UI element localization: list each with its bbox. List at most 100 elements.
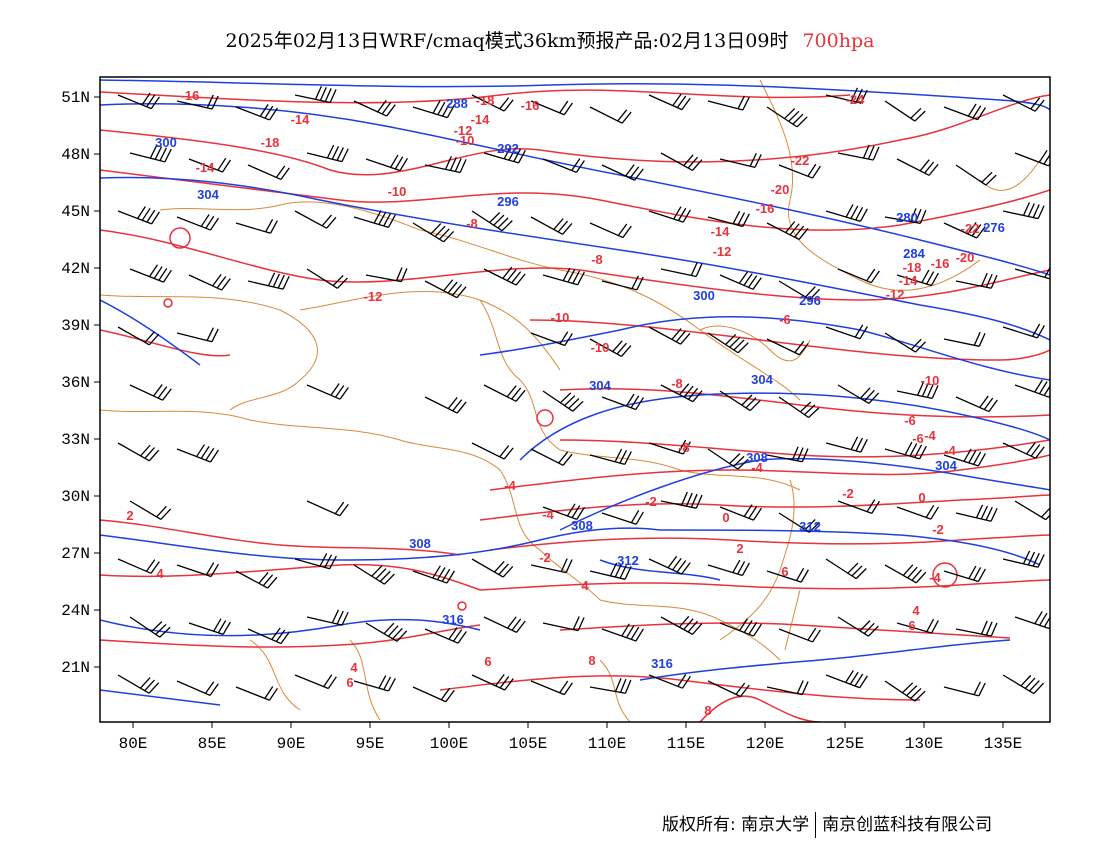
wind-barb bbox=[235, 218, 278, 234]
height-contour bbox=[100, 176, 1050, 341]
temperature-label: -4 bbox=[924, 428, 936, 443]
y-tick-label: 27N bbox=[61, 545, 90, 563]
height-contour bbox=[100, 527, 661, 561]
temperature-label: -12 bbox=[454, 123, 473, 138]
wind-barb bbox=[188, 157, 231, 173]
isotherm bbox=[100, 624, 481, 648]
wind-barb bbox=[648, 93, 691, 111]
wind-barb bbox=[1002, 674, 1045, 695]
temperature-label: -8 bbox=[671, 376, 683, 391]
border-line bbox=[599, 659, 631, 722]
wind-barb bbox=[247, 164, 290, 181]
temperature-label: 2 bbox=[126, 508, 133, 523]
height-contour bbox=[100, 299, 201, 366]
temperature-label: -22 bbox=[791, 153, 810, 168]
wind-barb bbox=[424, 279, 467, 299]
border-line bbox=[299, 290, 561, 371]
wind-barb bbox=[943, 565, 986, 583]
wind-barb bbox=[589, 222, 632, 239]
wind-barb bbox=[648, 674, 691, 689]
border-line bbox=[349, 639, 381, 721]
wind-barb bbox=[825, 436, 868, 453]
temperature-label: -20 bbox=[771, 182, 790, 197]
height-contour bbox=[479, 316, 1050, 381]
wind-barb bbox=[884, 441, 927, 460]
isotherm bbox=[559, 622, 1011, 639]
temperature-label: -12 bbox=[713, 244, 732, 259]
temperature-label: 6 bbox=[346, 675, 353, 690]
chart-title: 2025年02月13日WRF/cmaq模式36km预报产品:02月13日09时 7… bbox=[0, 26, 1100, 53]
wind-barb bbox=[837, 616, 879, 637]
wind-barb bbox=[589, 106, 632, 124]
height-label: 304 bbox=[197, 187, 219, 202]
map-frame bbox=[99, 76, 1051, 723]
temperature-label: -18 bbox=[903, 260, 922, 275]
isotherm-closed bbox=[169, 227, 191, 249]
isotherm bbox=[100, 519, 461, 556]
wind-barb bbox=[294, 674, 337, 690]
temperature-label: 8 bbox=[588, 653, 595, 668]
wind-barb bbox=[530, 216, 573, 235]
wind-barb bbox=[589, 678, 632, 694]
wind-barb bbox=[648, 206, 691, 223]
wind-barb bbox=[176, 562, 219, 578]
wind-barb bbox=[1002, 94, 1045, 112]
wind-barb bbox=[235, 570, 278, 589]
wind-barb bbox=[778, 627, 821, 643]
x-tick-label: 135E bbox=[984, 735, 1022, 753]
wind-barb bbox=[424, 627, 467, 644]
height-contour bbox=[519, 392, 1050, 461]
wind-barb bbox=[306, 268, 348, 289]
isotherm-closed bbox=[536, 409, 554, 427]
wind-barb bbox=[837, 268, 880, 284]
wind-barb bbox=[176, 327, 219, 343]
copyright-right: 南京创蓝科技有限公司 bbox=[822, 815, 993, 835]
wind-barb bbox=[707, 559, 750, 577]
wind-barb bbox=[1014, 264, 1050, 280]
wind-barb bbox=[837, 384, 880, 404]
wind-barb bbox=[129, 384, 172, 401]
height-label: 292 bbox=[497, 141, 519, 156]
temperature-label: -14 bbox=[471, 112, 491, 127]
wind-barb bbox=[188, 618, 231, 635]
wind-barb bbox=[601, 510, 644, 525]
wind-barb bbox=[660, 615, 703, 635]
temperature-label: -20 bbox=[956, 250, 975, 265]
wind-barb bbox=[884, 332, 926, 353]
wind-barb bbox=[412, 222, 455, 243]
wind-barb bbox=[1002, 202, 1045, 220]
wind-barb bbox=[719, 271, 762, 290]
isotherm bbox=[439, 675, 921, 701]
wind-barb bbox=[825, 670, 868, 689]
temperature-label: 4 bbox=[912, 603, 920, 618]
height-label: 304 bbox=[589, 378, 611, 393]
x-tick-label: 95E bbox=[356, 735, 385, 753]
temperature-label: -4 bbox=[542, 507, 554, 522]
temperature-label: 4 bbox=[156, 566, 164, 581]
wind-barb bbox=[896, 269, 939, 287]
x-tick-label: 110E bbox=[588, 735, 626, 753]
temperature-label: 6 bbox=[781, 564, 788, 579]
wind-barb bbox=[766, 680, 809, 696]
temperature-label: -2 bbox=[645, 494, 657, 509]
wind-barb bbox=[235, 686, 278, 701]
wind-barb bbox=[648, 555, 691, 575]
temperature-label: -14 bbox=[899, 273, 919, 288]
title-text: 2025年02月13日WRF/cmaq模式36km预报产品:02月13日09时 bbox=[225, 30, 789, 52]
wind-barb bbox=[955, 272, 998, 289]
wind-barb bbox=[117, 326, 160, 346]
wind-barb bbox=[825, 324, 868, 340]
y-tick-label: 36N bbox=[61, 374, 90, 392]
wind-barb bbox=[294, 86, 337, 104]
wind-barb bbox=[943, 681, 986, 697]
wind-barb bbox=[955, 164, 997, 186]
temperature-label: -2 bbox=[842, 486, 854, 501]
temperature-label: -6 bbox=[912, 431, 924, 446]
wind-barb bbox=[176, 444, 219, 463]
copyright-footer: 版权所有: 南京大学 南京创蓝科技有限公司 bbox=[662, 810, 992, 838]
isotherm-closed bbox=[163, 298, 173, 308]
temperature-label: -10 bbox=[551, 310, 570, 325]
height-contour bbox=[639, 639, 1011, 681]
wind-barb bbox=[353, 210, 396, 229]
